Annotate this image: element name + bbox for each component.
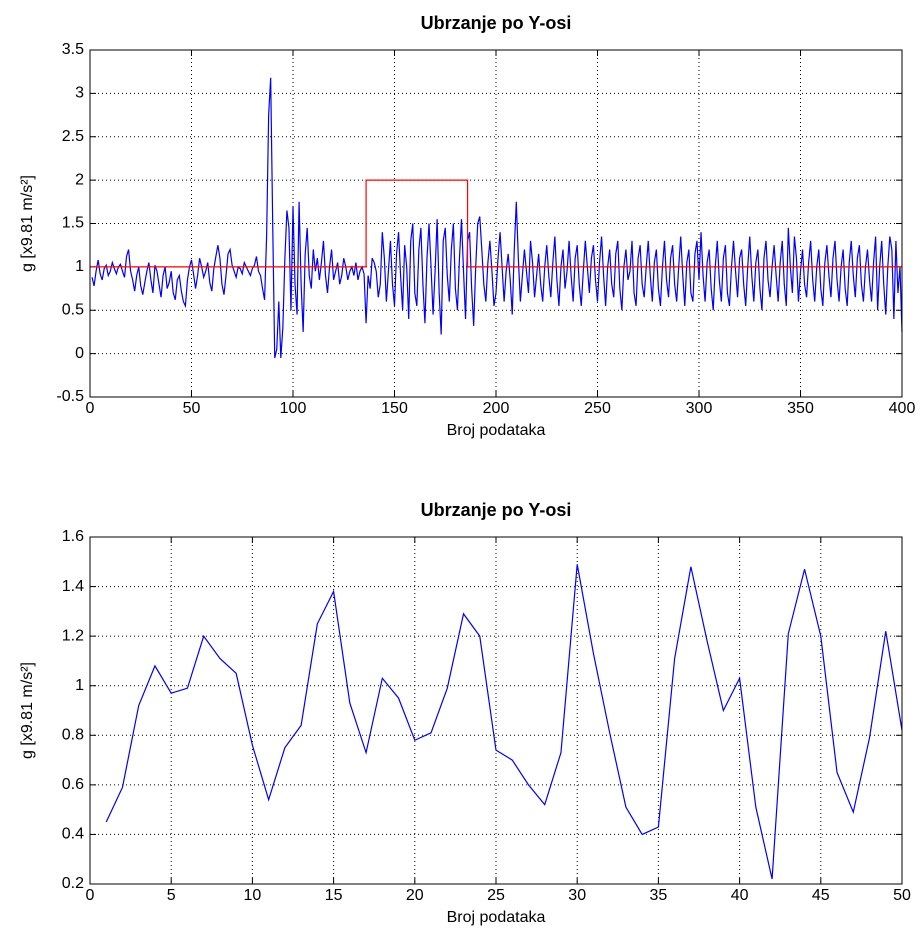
x-tick-label: 10 bbox=[244, 887, 262, 904]
y-tick-label: 1.6 bbox=[62, 528, 84, 545]
x-tick-label: 300 bbox=[686, 400, 713, 417]
y-tick-label: 0.8 bbox=[62, 727, 84, 744]
y-axis-label: g [x9.81 m/s²] bbox=[19, 175, 36, 272]
y-tick-label: 2 bbox=[75, 171, 84, 188]
x-tick-label: 40 bbox=[731, 887, 749, 904]
plot-area bbox=[90, 537, 902, 884]
y-tick-label: -0.5 bbox=[56, 388, 84, 405]
x-tick-label: 50 bbox=[183, 400, 201, 417]
axes-box bbox=[89, 536, 903, 885]
y-tick-label: 3 bbox=[75, 85, 84, 102]
data-line bbox=[90, 179, 902, 268]
y-tick-label: 3.5 bbox=[62, 41, 84, 58]
x-tick-label: 200 bbox=[483, 400, 510, 417]
x-tick-label: 45 bbox=[812, 887, 830, 904]
x-tick-label: 150 bbox=[381, 400, 408, 417]
x-tick-label: 15 bbox=[325, 887, 343, 904]
y-axis-label: g [x9.81 m/s²] bbox=[19, 662, 36, 759]
chart-title: Ubrzanje po Y-osi bbox=[421, 500, 572, 520]
x-tick-label: 20 bbox=[406, 887, 424, 904]
data-line bbox=[105, 564, 903, 880]
x-tick-label: 30 bbox=[568, 887, 586, 904]
y-tick-label: 0.2 bbox=[62, 875, 84, 892]
y-tick-label: 0.5 bbox=[62, 301, 84, 318]
x-tick-label: 5 bbox=[167, 887, 176, 904]
x-tick-label: 0 bbox=[86, 887, 95, 904]
y-tick-label: 0.6 bbox=[62, 776, 84, 793]
x-tick-label: 400 bbox=[889, 400, 916, 417]
x-tick-label: 50 bbox=[893, 887, 911, 904]
y-tick-label: 0.4 bbox=[62, 826, 84, 843]
x-tick-label: 25 bbox=[487, 887, 505, 904]
x-tick-label: 35 bbox=[650, 887, 668, 904]
x-axis-label: Broj podataka bbox=[447, 422, 546, 439]
axes-box bbox=[89, 49, 903, 398]
x-tick-label: 0 bbox=[86, 400, 95, 417]
data-line bbox=[91, 77, 903, 359]
x-tick-label: 250 bbox=[584, 400, 611, 417]
y-tick-label: 1 bbox=[75, 258, 84, 275]
chart-title: Ubrzanje po Y-osi bbox=[421, 13, 572, 33]
y-tick-label: 1.4 bbox=[62, 578, 84, 595]
y-tick-label: 2.5 bbox=[62, 128, 84, 145]
x-tick-label: 350 bbox=[787, 400, 814, 417]
y-tick-label: 0 bbox=[75, 345, 84, 362]
x-tick-label: 100 bbox=[280, 400, 307, 417]
y-tick-label: 1.5 bbox=[62, 215, 84, 232]
y-tick-label: 1 bbox=[75, 677, 84, 694]
y-tick-label: 1.2 bbox=[62, 627, 84, 644]
x-axis-label: Broj podataka bbox=[447, 909, 546, 926]
